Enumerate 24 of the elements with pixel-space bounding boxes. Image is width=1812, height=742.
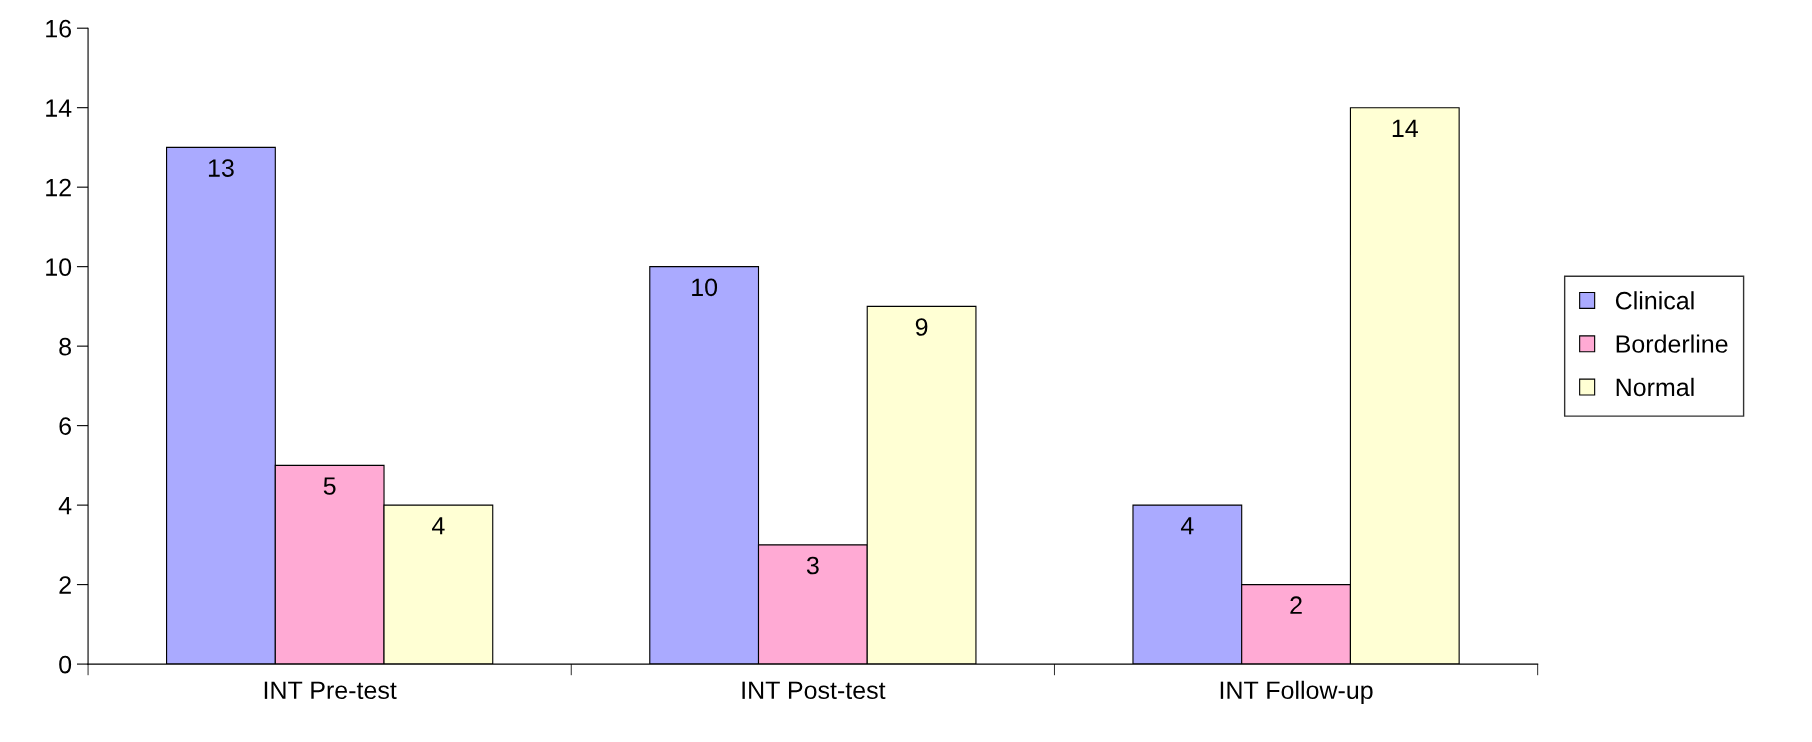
y-tick-label: 14	[46, 99, 72, 117]
legend-label: Normal	[1616, 377, 1694, 397]
y-tick-label: 4	[58, 496, 72, 515]
data-label: 4	[432, 517, 445, 535]
data-label: 4	[1180, 517, 1194, 535]
data-label: 10	[692, 278, 718, 297]
legend-label: Clinical	[1615, 291, 1694, 310]
data-label: 13	[208, 159, 234, 177]
y-tick-label: 2	[59, 576, 71, 594]
data-label: 9	[915, 318, 928, 336]
x-tick-label: INT Post-test	[742, 681, 886, 700]
y-tick-label: 16	[46, 19, 71, 38]
x-tick-label: INT Pre-test	[264, 681, 397, 700]
y-tick-label: 8	[59, 337, 72, 356]
legend-label: Borderline	[1616, 334, 1728, 353]
data-label: 3	[806, 556, 819, 575]
y-tick-label: 12	[46, 178, 71, 197]
data-label: 2	[1290, 596, 1302, 614]
y-tick-label: 10	[46, 258, 72, 276]
y-tick-label: 0	[59, 655, 72, 674]
data-label: 14	[1392, 119, 1418, 137]
y-tick-label: 6	[59, 417, 71, 435]
data-label: 5	[323, 477, 336, 495]
x-tick-label: INT Follow-up	[1220, 680, 1373, 705]
